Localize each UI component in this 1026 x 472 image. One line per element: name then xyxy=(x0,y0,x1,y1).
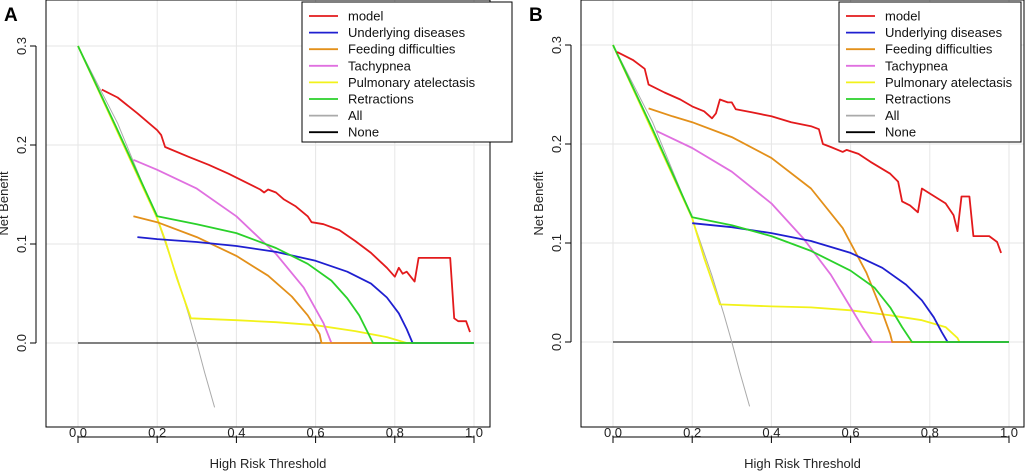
legend-entry: Tachypnea xyxy=(885,58,949,73)
legend-entry: Pulmonary atelectasis xyxy=(885,75,1013,90)
legend-entry: Feeding difficulties xyxy=(885,42,993,57)
axes-a: 0.0 0.2 0.4 0.6 0.8 1.0 0.0 0.1 0.2 0.3 xyxy=(14,37,483,443)
y-tick-label: 0.0 xyxy=(14,334,29,352)
legend-entry: Tachypnea xyxy=(348,58,412,73)
series-line-retractions xyxy=(612,44,1009,343)
axes-b: 0.0 0.2 0.4 0.6 0.8 1.0 0.0 0.1 0.2 0.3 xyxy=(549,36,1018,443)
y-axis-title-b: Net Benefit xyxy=(531,171,546,236)
series-line-underlying-diseases xyxy=(137,236,474,344)
y-tick-label: 0.2 xyxy=(14,136,29,154)
y-tick-label: 0.3 xyxy=(549,36,564,54)
panel-b: 0.0 0.2 0.4 0.6 0.8 1.0 0.0 0.1 0.2 0.3 B High Ri… xyxy=(529,0,1025,471)
x-tick-label: 0.2 xyxy=(683,425,701,440)
legend-entry: Underlying diseases xyxy=(348,25,466,40)
y-tick-label: 0.2 xyxy=(549,135,564,153)
x-tick-label: 0.6 xyxy=(842,425,860,440)
x-tick-label: 0.4 xyxy=(227,425,245,440)
y-tick-label: 0.0 xyxy=(549,333,564,351)
series-group-a xyxy=(77,45,474,408)
legend-entry: Retractions xyxy=(885,92,951,107)
x-tick-label: 0.4 xyxy=(762,425,780,440)
legend-entry: Retractions xyxy=(348,92,414,107)
legend-entry: Feeding difficulties xyxy=(348,42,456,57)
legend-box xyxy=(301,1,513,143)
plot-frame-b xyxy=(580,0,1025,428)
series-line-retractions xyxy=(77,45,474,344)
series-line-underlying-diseases xyxy=(692,222,1009,343)
x-tick-label: 0.8 xyxy=(386,425,404,440)
y-tick-label: 0.1 xyxy=(549,234,564,252)
series-line-all xyxy=(612,44,751,407)
legend-entry: None xyxy=(348,125,379,140)
series-line-feeding-difficulties xyxy=(133,215,474,344)
x-tick-label: 0.0 xyxy=(604,425,622,440)
x-tick-label: 1.0 xyxy=(465,425,483,440)
series-line-pulmonary-atelectasis xyxy=(77,45,474,344)
series-line-model xyxy=(101,88,471,333)
legend-entry: Underlying diseases xyxy=(885,25,1003,40)
x-tick-label: 0.0 xyxy=(69,425,87,440)
series-line-pulmonary-atelectasis xyxy=(612,44,1009,343)
panel-label-a: A xyxy=(4,5,18,26)
legend-box xyxy=(838,1,1022,143)
legend-entry: Pulmonary atelectasis xyxy=(348,75,476,90)
x-tick-label: 1.0 xyxy=(1000,425,1018,440)
y-tick-label: 0.3 xyxy=(14,37,29,55)
series-group-b xyxy=(612,44,1009,407)
panel-label-b: B xyxy=(529,5,543,26)
plot-frame-a xyxy=(45,0,491,428)
legend-entry: model xyxy=(885,9,921,24)
panel-a: 0.0 0.2 0.4 0.6 0.8 1.0 0.0 0.1 0.2 0.3 A High Ri… xyxy=(0,0,513,471)
x-axis-title-b: High Risk Threshold xyxy=(744,456,861,471)
x-axis-title-a: High Risk Threshold xyxy=(210,456,327,471)
series-line-model xyxy=(616,51,1002,254)
x-tick-label: 0.8 xyxy=(921,425,939,440)
x-tick-label: 0.6 xyxy=(307,425,325,440)
y-tick-label: 0.1 xyxy=(14,235,29,253)
x-tick-label: 0.2 xyxy=(148,425,166,440)
legend-entry: None xyxy=(885,125,916,140)
series-line-tachypnea xyxy=(656,130,1009,343)
legend-entry: model xyxy=(348,9,384,24)
legend-entry: All xyxy=(885,108,900,123)
legend-entry: All xyxy=(348,108,363,123)
y-axis-title-a: Net Benefit xyxy=(0,171,11,236)
series-line-feeding-difficulties xyxy=(648,107,1009,343)
series-line-tachypnea xyxy=(133,158,474,344)
